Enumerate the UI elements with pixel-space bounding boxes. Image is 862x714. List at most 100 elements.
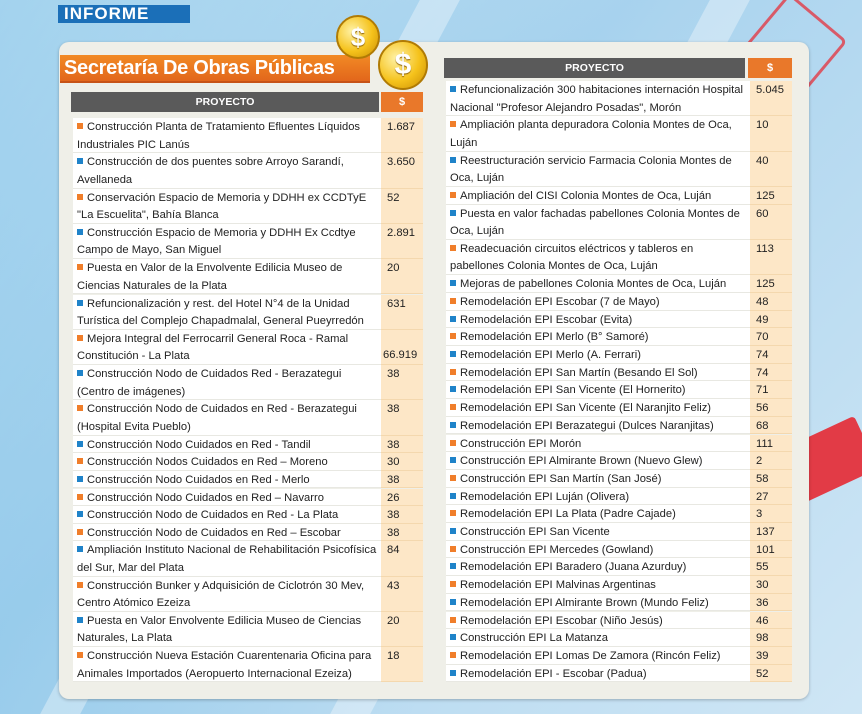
project-name-text: Construcción Nodo Cuidados en Red - Tand… <box>87 438 311 451</box>
project-name: Puesta en Valor de la Envolvente Edilici… <box>73 259 381 295</box>
project-name: Construcción Planta de Tratamiento Eflue… <box>73 118 381 154</box>
bullet-square-icon <box>450 439 456 446</box>
project-name-text: Ampliación planta depuradora Colonia Mon… <box>450 119 732 149</box>
table-row: Construcción EPI San Martín (San José) 58 <box>446 469 792 488</box>
project-name: Reestructuración servicio Farmacia Colon… <box>446 151 750 187</box>
project-amount: 20 <box>381 611 423 648</box>
left-header-amount: $ <box>381 92 423 112</box>
table-row: Construcción EPI San Vicente 137 <box>446 523 792 541</box>
project-name-text: Remodelación EPI Escobar (7 de Mayo) <box>460 295 660 308</box>
project-amount: 631 <box>381 294 423 330</box>
project-name-text: Puesta en valor fachadas pabellones Colo… <box>450 207 740 238</box>
project-amount: 66.919 <box>381 329 423 366</box>
project-amount: 98 <box>750 629 792 647</box>
project-name: Construcción de dos puentes sobre Arroyo… <box>73 153 381 189</box>
table-row: Conservación Espacio de Memoria y DDHH e… <box>73 188 423 224</box>
project-name: Remodelación EPI Lomas De Zamora (Rincón… <box>446 646 750 665</box>
project-amount: 3.650 <box>381 153 423 189</box>
project-name: Construcción Nodo Cuidados en Red - Merl… <box>73 470 381 489</box>
page-title: Secretaría De Obras Públicas <box>60 55 370 81</box>
table-row: Remodelación EPI Escobar (Niño Jesús) 46 <box>446 611 792 630</box>
project-amount: 71 <box>750 381 792 400</box>
bullet-square-icon <box>77 546 83 553</box>
project-name-text: Remodelación EPI Merlo (B° Samoré) <box>460 331 649 344</box>
coin-icon: $ <box>378 40 428 90</box>
bullet-square-icon <box>450 386 456 393</box>
bullet-square-icon <box>77 299 83 306</box>
project-name-text: Remodelación EPI Malvinas Argentinas <box>460 579 656 592</box>
project-name: Remodelación EPI San Vicente (El Horneri… <box>446 381 750 400</box>
project-amount: 2.891 <box>381 223 423 260</box>
table-row: Puesta en Valor Envolvente Edilicia Muse… <box>73 611 423 648</box>
project-name: Ampliación Instituto Nacional de Rehabil… <box>73 541 381 577</box>
project-name-text: Construcción Nodo de Cuidados en Red - L… <box>87 509 339 522</box>
project-name-text: Construcción Nodo Cuidados en Red – Nava… <box>87 491 324 504</box>
project-amount: 40 <box>750 151 792 187</box>
table-row: Reestructuración servicio Farmacia Colon… <box>446 151 792 187</box>
bullet-square-icon <box>450 651 456 658</box>
bullet-square-icon <box>450 280 456 287</box>
bullet-square-icon <box>450 315 456 322</box>
coin-icon: $ <box>336 15 380 59</box>
bullet-square-icon <box>450 474 456 481</box>
project-amount: 30 <box>381 453 423 471</box>
project-name-text: Construcción Nodo de Cuidados en Red – E… <box>87 526 341 539</box>
project-amount: 111 <box>750 434 792 453</box>
project-name: Construcción Nodo Cuidados en Red - Tand… <box>73 435 381 454</box>
table-row: Remodelación EPI San Martín (Besando El … <box>446 363 792 382</box>
project-amount: 46 <box>750 611 792 630</box>
project-amount: 38 <box>381 470 423 489</box>
project-amount: 52 <box>750 664 792 683</box>
bullet-square-icon <box>77 264 83 271</box>
project-amount: 101 <box>750 540 792 559</box>
project-name: Refuncionalización 300 habitaciones inte… <box>446 81 750 117</box>
table-row: Construcción Nodo Cuidados en Red - Merl… <box>73 470 423 489</box>
bullet-square-icon <box>77 405 83 412</box>
table-row: Construcción de dos puentes sobre Arroyo… <box>73 153 423 189</box>
project-name: Ampliación planta depuradora Colonia Mon… <box>446 116 750 152</box>
bullet-square-icon <box>450 669 456 676</box>
table-row: Remodelación EPI San Vicente (El Horneri… <box>446 381 792 400</box>
project-name-text: Remodelación EPI Lomas De Zamora (Rincón… <box>460 649 721 662</box>
bullet-square-icon <box>77 123 83 129</box>
project-name: Remodelación EPI - Escobar (Padua) <box>446 664 750 683</box>
project-name-text: Ampliación del CISI Colonia Montes de Oc… <box>460 189 712 202</box>
bullet-square-icon <box>450 86 456 92</box>
table-row: Remodelación EPI La Plata (Padre Cajade)… <box>446 505 792 523</box>
bullet-square-icon <box>77 581 83 588</box>
project-name-text: Remodelación EPI Luján (Olivera) <box>460 490 630 503</box>
table-row: Remodelación EPI Baradero (Juana Azurduy… <box>446 558 792 577</box>
project-name-text: Construcción Bunker y Adquisición de Cic… <box>77 579 365 610</box>
table-row: Construcción Nodo de Cuidados Red - Bera… <box>73 365 423 401</box>
table-row: Remodelación EPI Luján (Olivera) 27 <box>446 487 792 506</box>
table-row: Construcción EPI Morón 111 <box>446 434 792 453</box>
bullet-square-icon <box>450 616 456 623</box>
bullet-square-icon <box>77 493 83 500</box>
table-row: Mejora Integral del Ferrocarril General … <box>73 329 423 366</box>
project-amount: 2 <box>750 452 792 470</box>
table-row: Construcción Nodo de Cuidados en Red - B… <box>73 400 423 436</box>
table-row: Remodelación EPI Escobar (7 de Mayo) 48 <box>446 292 792 311</box>
project-name: Remodelación EPI Merlo (B° Samoré) <box>446 328 750 346</box>
bullet-square-icon <box>450 351 456 357</box>
project-amount: 38 <box>381 365 423 401</box>
project-name-text: Construcción EPI La Matanza <box>460 632 608 645</box>
project-name-text: Puesta en Valor Envolvente Edilicia Muse… <box>77 614 362 645</box>
table-row: Remodelación EPI Malvinas Argentinas 30 <box>446 576 792 594</box>
bullet-square-icon <box>450 297 456 304</box>
project-amount: 60 <box>750 204 792 240</box>
project-amount: 74 <box>750 363 792 382</box>
project-name-text: Remodelación EPI San Vicente (El Horneri… <box>460 384 686 397</box>
project-name: Puesta en valor fachadas pabellones Colo… <box>446 204 750 240</box>
project-name: Refuncionalización y rest. del Hotel N°4… <box>73 294 381 330</box>
project-amount: 39 <box>750 646 792 665</box>
bullet-square-icon <box>450 528 456 534</box>
project-name-text: Construcción Nueva Estación Cuarentenari… <box>77 650 372 680</box>
project-amount: 5.045 <box>750 81 792 117</box>
table-row: Construcción Nodo Cuidados en Red – Nava… <box>73 488 423 507</box>
table-row: Remodelación EPI - Escobar (Padua) 52 <box>446 664 792 683</box>
table-row: Ampliación Instituto Nacional de Rehabil… <box>73 541 423 577</box>
bullet-square-icon <box>450 545 456 552</box>
project-amount: 137 <box>750 523 792 541</box>
project-amount: 38 <box>381 506 423 524</box>
